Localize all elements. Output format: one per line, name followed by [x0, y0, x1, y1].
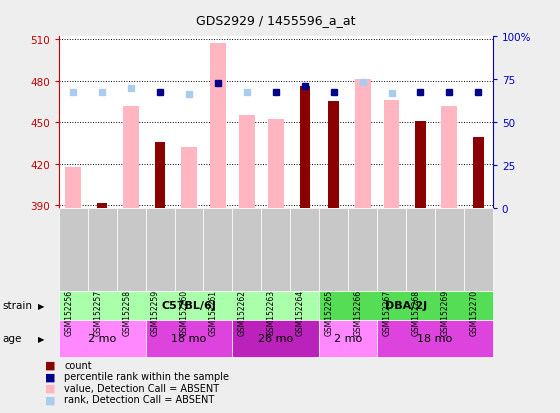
Bar	[123, 106, 139, 209]
Text: GSM152260: GSM152260	[180, 289, 189, 335]
Text: ■: ■	[45, 371, 55, 381]
Text: GSM152270: GSM152270	[469, 289, 478, 335]
Text: rank, Detection Call = ABSENT: rank, Detection Call = ABSENT	[64, 394, 214, 404]
Text: ■: ■	[45, 394, 55, 404]
Bar	[473, 138, 483, 209]
Bar	[181, 148, 197, 209]
Text: age: age	[3, 334, 22, 344]
Text: DBA/2J: DBA/2J	[385, 301, 427, 311]
Text: ▶: ▶	[38, 301, 44, 310]
Bar	[300, 87, 310, 209]
Text: GSM152256: GSM152256	[64, 289, 73, 335]
Text: GSM152266: GSM152266	[353, 289, 363, 335]
Text: 18 mo: 18 mo	[171, 334, 207, 344]
Text: GSM152265: GSM152265	[325, 289, 334, 335]
Text: ■: ■	[45, 360, 55, 370]
Text: GSM152269: GSM152269	[440, 289, 449, 335]
Text: GSM152262: GSM152262	[238, 289, 247, 335]
Bar	[97, 203, 108, 209]
Bar	[329, 102, 339, 209]
Text: 18 mo: 18 mo	[417, 334, 452, 344]
Text: GSM152264: GSM152264	[296, 289, 305, 335]
Text: GSM152263: GSM152263	[267, 289, 276, 335]
Text: count: count	[64, 360, 92, 370]
Text: GSM152258: GSM152258	[122, 289, 131, 335]
Text: GSM152261: GSM152261	[209, 289, 218, 335]
Text: GSM152257: GSM152257	[93, 289, 102, 335]
Text: 2 mo: 2 mo	[88, 334, 116, 344]
Text: 2 mo: 2 mo	[334, 334, 362, 344]
Bar	[210, 44, 226, 209]
Text: ▶: ▶	[38, 334, 44, 343]
Bar	[66, 167, 81, 209]
Text: GSM152267: GSM152267	[382, 289, 391, 335]
Text: percentile rank within the sample: percentile rank within the sample	[64, 371, 230, 381]
Bar	[155, 142, 165, 209]
Text: value, Detection Call = ABSENT: value, Detection Call = ABSENT	[64, 383, 220, 393]
Text: GSM152268: GSM152268	[412, 289, 421, 335]
Text: ■: ■	[45, 383, 55, 393]
Bar	[354, 80, 371, 209]
Bar	[384, 101, 399, 209]
Text: GDS2929 / 1455596_a_at: GDS2929 / 1455596_a_at	[196, 14, 356, 27]
Bar	[416, 121, 426, 209]
Bar	[239, 116, 255, 209]
Text: C57BL/6J: C57BL/6J	[162, 301, 216, 311]
Text: 26 mo: 26 mo	[258, 334, 293, 344]
Bar	[441, 106, 458, 209]
Text: GSM152259: GSM152259	[151, 289, 160, 335]
Text: strain: strain	[3, 301, 33, 311]
Bar	[268, 120, 284, 209]
